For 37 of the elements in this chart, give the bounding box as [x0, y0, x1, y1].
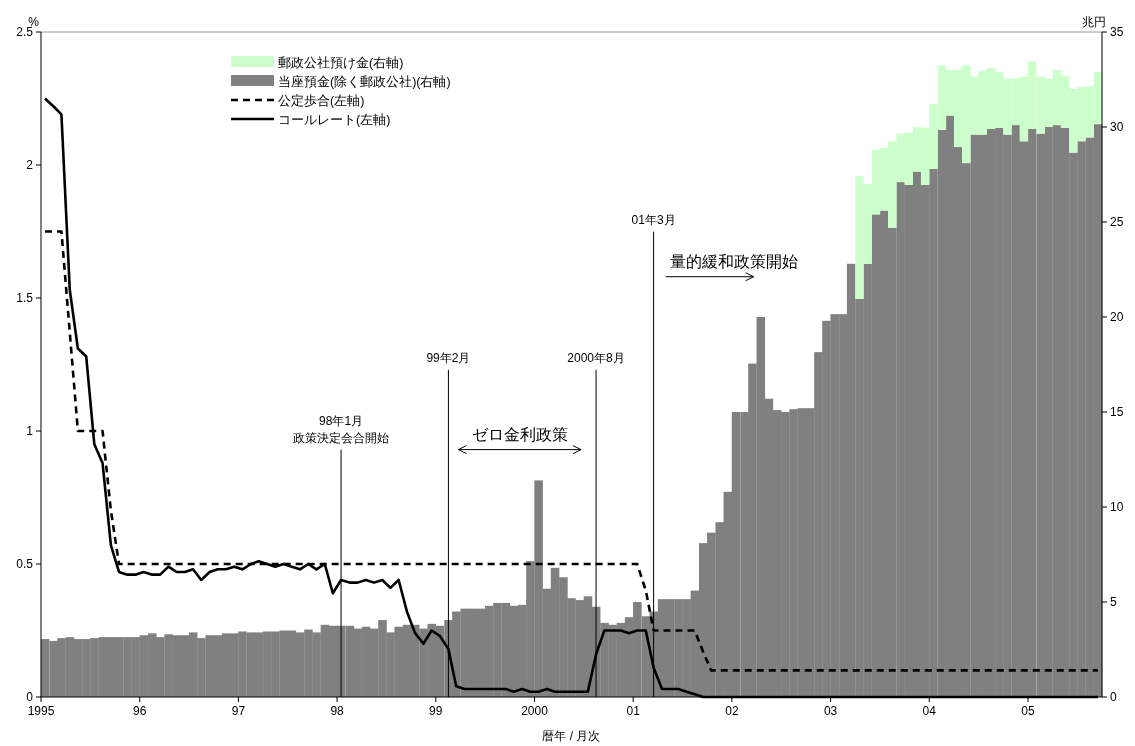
x-axis-title: 暦年 / 月次 — [542, 729, 601, 743]
x-tick-label: 1995 — [27, 704, 55, 718]
y2-tick-label: 30 — [1110, 120, 1124, 134]
x-tick-label: 05 — [1021, 704, 1035, 718]
y-tick-label: 1 — [26, 424, 34, 438]
x-tick-label: 2000 — [521, 704, 549, 718]
legend-label: 郵政公社預け金(右軸) — [278, 56, 404, 70]
ref-line-label: 01年3月 — [631, 212, 676, 227]
y2-tick-label: 35 — [1110, 25, 1124, 39]
annotation: 政策決定会合開始 — [293, 430, 390, 445]
x-tick-label: 02 — [725, 704, 739, 718]
x-tick-label: 03 — [823, 704, 838, 718]
y2-tick-label: 20 — [1110, 310, 1124, 324]
y2-tick-label: 10 — [1110, 500, 1124, 514]
x-tick-label: 97 — [231, 704, 246, 718]
annotation: ゼロ金利政策 — [471, 425, 568, 443]
legend-label: 公定歩合(左軸) — [278, 94, 365, 108]
legend-label: 当座預金(除く郵政公社)(右軸) — [278, 74, 451, 89]
ref-line-label: 2000年8月 — [567, 350, 625, 365]
ref-line-label: 99年2月 — [426, 350, 471, 365]
x-tick-label: 01 — [626, 704, 641, 718]
ref-line-label: 98年1月 — [319, 413, 364, 428]
legend-label: コールレート(左軸) — [278, 113, 391, 127]
y-tick-label: 0 — [26, 690, 34, 704]
y2-tick-label: 5 — [1110, 595, 1117, 609]
x-tick-label: 04 — [922, 704, 937, 718]
y2-tick-label: 15 — [1110, 405, 1124, 419]
x-tick-label: 99 — [429, 704, 443, 718]
y-tick-label: 1.5 — [16, 291, 34, 305]
y-tick-label: 0.5 — [16, 557, 34, 571]
y2-axis-title: 兆円 — [1082, 15, 1106, 29]
x-tick-label: 98 — [330, 704, 345, 718]
annotation: 量的緩和政策開始 — [669, 252, 798, 270]
y-tick-label: 2 — [26, 158, 34, 172]
x-tick-label: 96 — [133, 704, 147, 718]
y2-tick-label: 25 — [1110, 215, 1124, 229]
y2-tick-label: 0 — [1110, 690, 1117, 704]
